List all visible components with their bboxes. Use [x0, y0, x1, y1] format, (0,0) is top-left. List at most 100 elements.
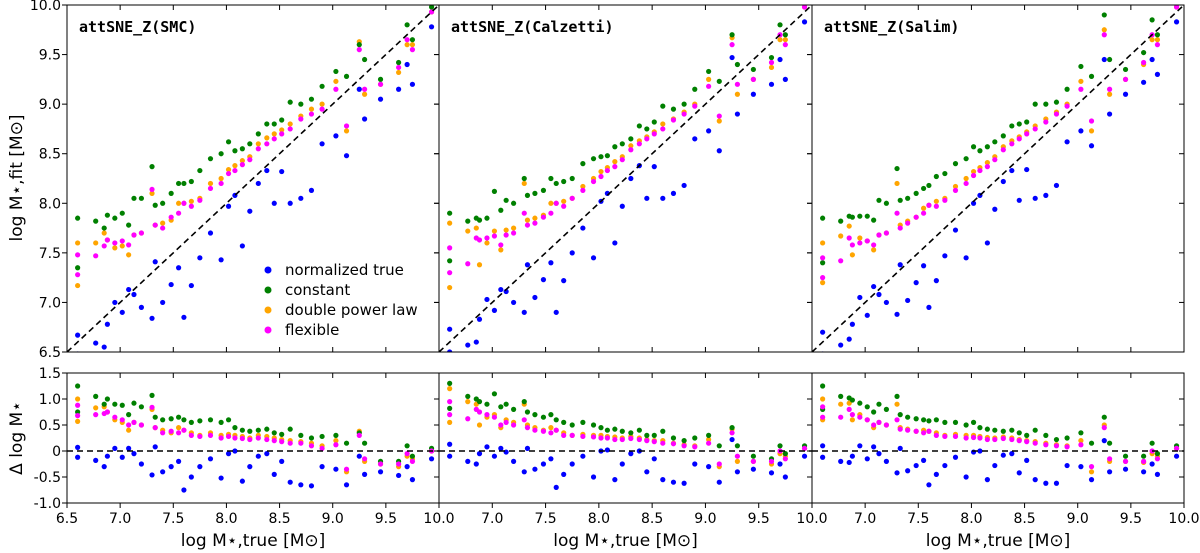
residual-point-constant [247, 428, 253, 434]
residual-point-normalized-true [883, 458, 890, 464]
point-flexible [101, 243, 107, 249]
point-double-power-law [287, 121, 293, 127]
residual-point-constant [952, 419, 959, 425]
point-normalized-true [377, 96, 384, 102]
residual-point-normalized-true [692, 461, 698, 467]
point-normalized-true [734, 111, 741, 117]
point-flexible [1032, 126, 1038, 132]
residual-point-flexible [319, 445, 325, 451]
residual-point-constant [404, 443, 410, 449]
point-normalized-true [225, 203, 232, 209]
point-constant [279, 117, 285, 123]
point-flexible [612, 164, 618, 170]
residual-point-constant [168, 416, 174, 422]
residual-point-double-power-law [734, 458, 741, 464]
residual-point-constant [838, 393, 844, 399]
residual-point-normalized-true [921, 457, 927, 463]
y-tick-label: 9.5 [39, 48, 61, 64]
residual-point-flexible [716, 461, 722, 467]
residual-point-flexible [298, 440, 304, 446]
point-constant [777, 22, 783, 28]
residual-point-constant [977, 425, 983, 431]
point-flexible [553, 200, 559, 206]
point-normalized-true [876, 291, 882, 298]
residual-point-flexible [561, 432, 567, 438]
point-flexible [1107, 86, 1113, 92]
residual-point-flexible [897, 426, 903, 432]
residual-point-constant [138, 404, 144, 410]
point-normalized-true [706, 128, 712, 134]
residual-point-normalized-true [706, 464, 712, 470]
point-constant [377, 76, 384, 82]
point-normalized-true [510, 299, 517, 306]
point-normalized-true [287, 200, 293, 206]
point-normalized-true [1154, 71, 1161, 77]
point-double-power-law [225, 166, 232, 173]
x-tick-label: 10.0 [423, 511, 454, 527]
point-flexible [247, 157, 253, 163]
residual-point-double-power-law [1088, 469, 1095, 475]
point-normalized-true [590, 255, 597, 261]
point-normalized-true [1043, 192, 1049, 198]
point-normalized-true [580, 225, 586, 231]
point-normalized-true [532, 294, 538, 301]
residual-point-constant [692, 435, 698, 441]
residual-point-normalized-true [377, 469, 384, 475]
point-flexible [838, 258, 844, 264]
point-flexible [138, 230, 144, 236]
point-constant [1000, 133, 1006, 139]
point-double-power-law [343, 128, 350, 134]
y-tick-label: 7.0 [39, 295, 61, 311]
residual-point-double-power-law [894, 401, 900, 407]
point-double-power-law [465, 228, 471, 234]
residual-point-constant [188, 419, 194, 425]
residual-point-flexible [644, 438, 650, 444]
point-flexible [498, 242, 504, 248]
point-normalized-true [548, 260, 554, 266]
residual-point-constant [255, 427, 261, 433]
residual-point-normalized-true [876, 451, 882, 457]
point-constant [876, 197, 882, 203]
residual-point-constant [131, 400, 137, 406]
point-normalized-true [239, 243, 245, 249]
residual-point-constant [1064, 435, 1070, 441]
point-flexible [820, 275, 826, 281]
residual-point-flexible [396, 461, 402, 467]
residual-point-constant [883, 406, 890, 412]
point-flexible [255, 146, 261, 152]
point-flexible [409, 47, 416, 53]
residual-point-constant [636, 427, 642, 433]
point-normalized-true [1053, 182, 1060, 189]
residual-point-normalized-true [681, 480, 687, 486]
point-flexible [942, 197, 948, 203]
point-double-power-law [894, 180, 900, 187]
residual-point-normalized-true [644, 469, 650, 475]
residual-point-constant [734, 443, 741, 449]
residual-point-normalized-true [521, 469, 527, 475]
residual-point-flexible [484, 412, 490, 418]
point-flexible [729, 42, 735, 48]
residual-point-normalized-true [131, 451, 137, 457]
residual-point-normalized-true [498, 445, 504, 451]
residual-point-normalized-true [484, 444, 490, 450]
residual-point-constant [984, 426, 990, 432]
point-flexible [126, 242, 132, 248]
residual-point-normalized-true [984, 477, 990, 483]
x-tick-label: 9.5 [375, 511, 397, 527]
residual-point-constant [308, 435, 315, 441]
point-flexible [952, 187, 959, 193]
point-flexible [271, 136, 277, 142]
residual-point-normalized-true [279, 458, 285, 464]
residual-point-constant [604, 427, 610, 433]
point-constant [1122, 66, 1129, 73]
point-flexible [188, 203, 194, 209]
point-normalized-true [628, 175, 634, 182]
point-normalized-true [131, 291, 137, 298]
point-flexible [149, 186, 155, 193]
point-double-power-law [473, 225, 479, 231]
residual-point-normalized-true [590, 474, 597, 480]
one-to-one-line [67, 5, 439, 352]
residual-point-constant [119, 402, 125, 408]
y-axis-label-bottom: Δ log M⋆ [7, 401, 27, 475]
point-double-power-law [503, 227, 509, 233]
